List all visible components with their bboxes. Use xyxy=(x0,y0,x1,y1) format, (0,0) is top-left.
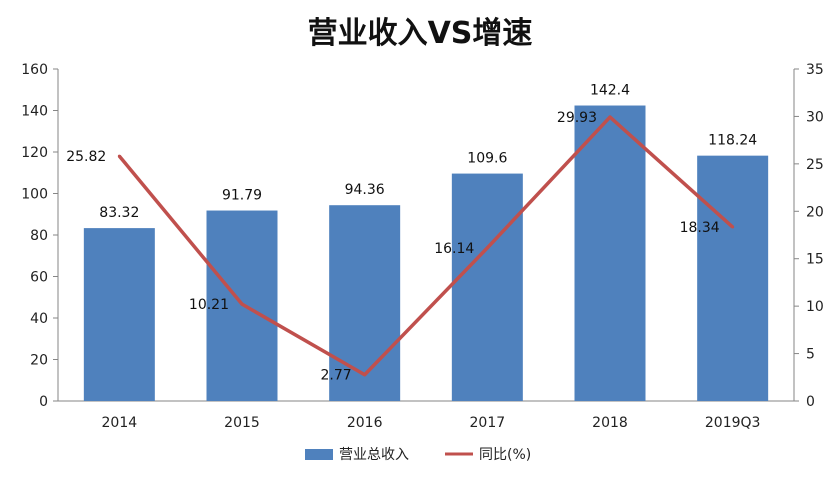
right-tick-label: 20 xyxy=(806,204,824,220)
chart-title: 营业收入VS增速 xyxy=(307,16,533,51)
legend-line-label: 同比(%) xyxy=(479,447,531,463)
line-point xyxy=(731,225,735,229)
right-tick-label: 15 xyxy=(806,252,824,268)
right-tick-label: 25 xyxy=(806,157,824,173)
x-tick-label: 2018 xyxy=(592,415,628,431)
left-tick-label: 60 xyxy=(30,270,48,286)
line-value-label: 25.82 xyxy=(66,149,106,165)
left-tick-label: 160 xyxy=(21,62,48,78)
line-value-label: 2.77 xyxy=(320,368,351,384)
bar-value-label: 109.6 xyxy=(467,151,507,167)
bar xyxy=(697,155,769,401)
bar-value-label: 94.36 xyxy=(345,182,385,198)
line-value-label: 18.34 xyxy=(680,220,720,236)
line-point xyxy=(485,246,489,250)
x-tick-label: 2019Q3 xyxy=(705,415,761,431)
x-tick-label: 2017 xyxy=(470,415,506,431)
line-value-label: 16.14 xyxy=(434,241,474,257)
line-point xyxy=(240,302,244,306)
legend-bar-label: 营业总收入 xyxy=(339,447,409,463)
left-tick-label: 40 xyxy=(30,311,48,327)
line-point xyxy=(608,115,612,119)
growth-rate-line xyxy=(117,115,734,377)
line-point xyxy=(117,154,121,158)
line-value-label: 10.21 xyxy=(189,297,229,313)
right-tick-label: 10 xyxy=(806,299,824,315)
right-tick-label: 0 xyxy=(806,394,815,410)
bar xyxy=(574,105,646,402)
bar-value-label: 142.4 xyxy=(590,83,630,99)
bar-value-label: 83.32 xyxy=(99,205,139,221)
bar xyxy=(83,228,155,401)
left-tick-label: 120 xyxy=(21,145,48,161)
right-tick-label: 5 xyxy=(806,347,815,363)
x-tick-label: 2014 xyxy=(102,415,138,431)
right-tick-label: 35 xyxy=(806,62,824,78)
right-tick-label: 30 xyxy=(806,109,824,125)
left-tick-label: 100 xyxy=(21,187,48,203)
left-tick-label: 0 xyxy=(39,394,48,410)
x-tick-label: 2015 xyxy=(224,415,260,431)
left-tick-label: 140 xyxy=(21,104,48,120)
line-point xyxy=(363,373,367,377)
bar xyxy=(329,205,401,401)
bar-value-label: 118.24 xyxy=(708,133,757,149)
left-tick-label: 80 xyxy=(30,228,48,244)
legend-bar-swatch xyxy=(305,449,333,460)
left-tick-label: 20 xyxy=(30,353,48,369)
x-tick-label: 2016 xyxy=(347,415,383,431)
bar xyxy=(451,173,523,401)
bar-value-label: 91.79 xyxy=(222,188,262,204)
line-value-label: 29.93 xyxy=(557,110,597,126)
